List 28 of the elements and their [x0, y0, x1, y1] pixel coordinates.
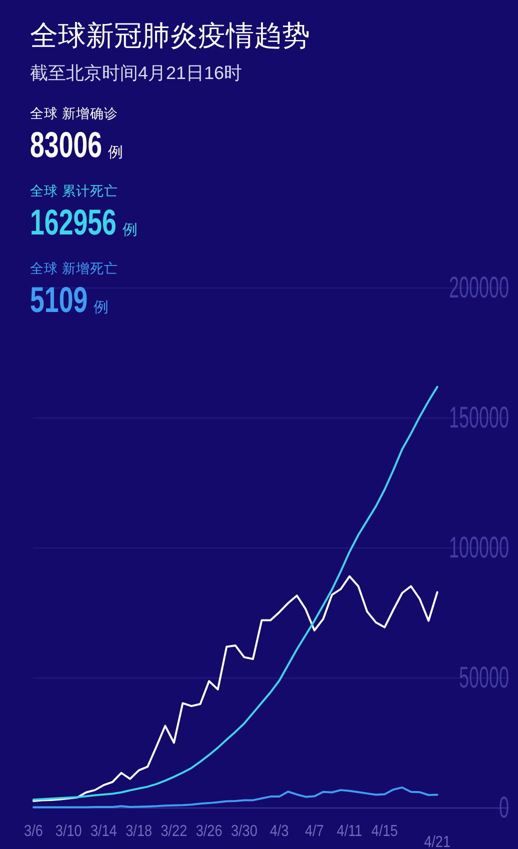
annotation: 5109 例	[30, 280, 109, 320]
x-tick-label: 3/14	[90, 823, 117, 840]
y-tick-label: 150000	[448, 402, 509, 434]
x-tick-label: 4/3	[270, 823, 289, 840]
chart-title: 全球新冠肺炎疫情趋势	[30, 20, 310, 51]
text: 全球 新增死亡	[30, 261, 118, 276]
y-tick-label: 200000	[448, 272, 509, 304]
x-tick-label: 3/22	[160, 823, 188, 840]
x-tick-label: 3/10	[55, 823, 82, 840]
text: 83006 例	[30, 124, 124, 166]
chart-subtitle: 截至北京时间4月21日16时	[30, 63, 242, 83]
text: 全球 累计死亡	[30, 184, 118, 198]
line-series	[32, 386, 438, 801]
x-tick-label: 3/26	[196, 823, 222, 840]
line-series	[32, 575, 438, 802]
x-tick-label: 3/18	[126, 823, 152, 840]
x-tick-label: 4/15	[371, 823, 398, 840]
y-tick-label: 100000	[448, 532, 509, 564]
x-tick-label: 3/30	[230, 823, 258, 840]
text: 全球 新增确诊	[30, 106, 118, 121]
x-tick-label: 3/6	[24, 823, 43, 840]
y-tick-label: 50000	[458, 662, 509, 694]
y-tick-label: 0	[498, 792, 509, 824]
x-tick-label: 4/21	[424, 834, 451, 849]
x-tick-label: 4/11	[336, 823, 362, 840]
line-series	[32, 786, 438, 808]
x-tick-label: 4/7	[304, 823, 324, 840]
text: 162956 例	[30, 202, 138, 243]
